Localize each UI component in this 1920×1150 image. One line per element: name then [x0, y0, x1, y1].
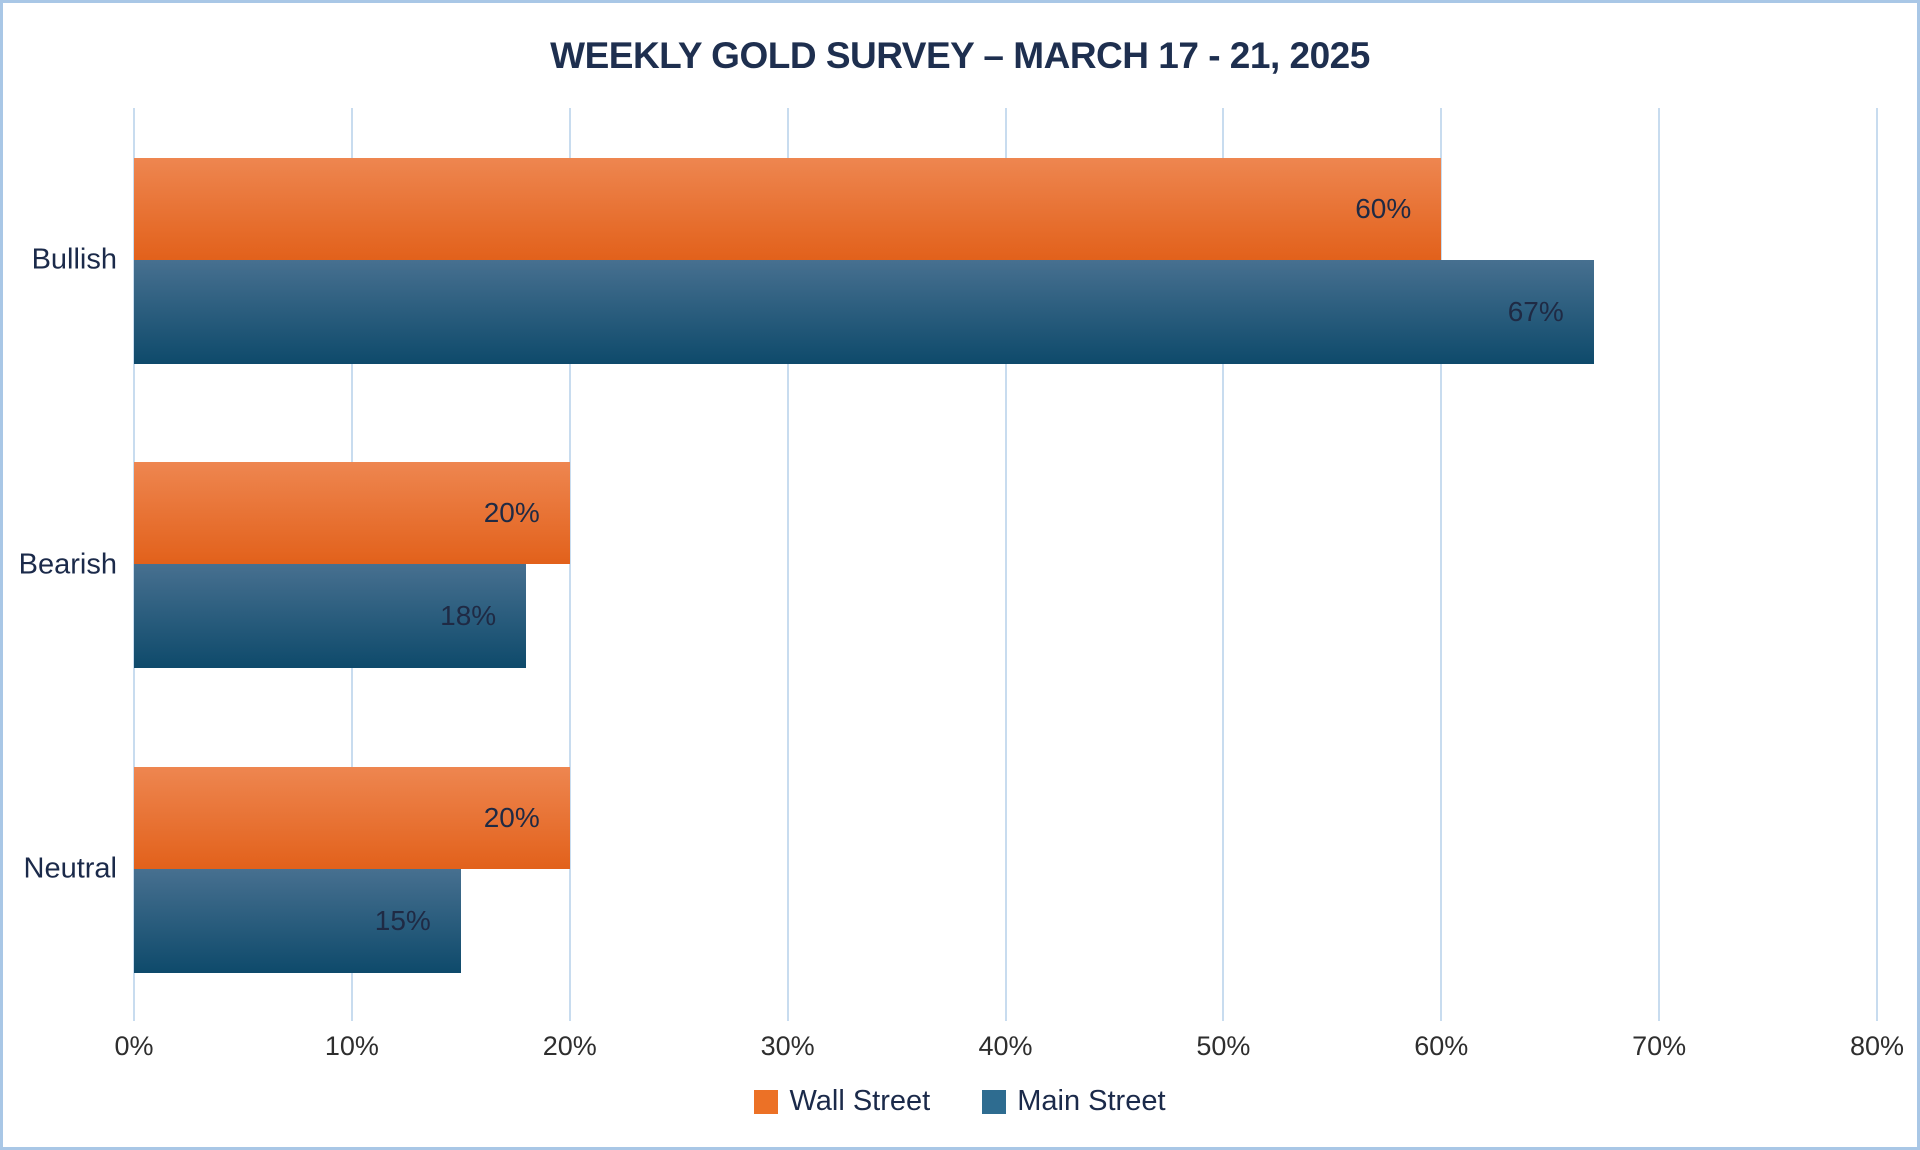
gridline	[568, 108, 571, 1021]
legend-item-main-street: Main Street	[982, 1085, 1166, 1118]
bar-group-bullish: 60% 67%	[134, 108, 1877, 412]
bar-group-neutral: 20% 15%	[134, 717, 1877, 1021]
bar-wall-street-bullish: 60%	[134, 158, 1442, 260]
bar-value-label: 20%	[483, 801, 540, 833]
main-street-swatch-icon	[982, 1089, 1007, 1114]
plot-area: 60% 67% 20% 18% 20% 15%	[133, 108, 1878, 1021]
bar-value-label: 15%	[374, 904, 431, 936]
bar-main-street-bearish: 18%	[134, 564, 527, 669]
x-tick-label: 70%	[1632, 1031, 1687, 1061]
x-tick-label: 0%	[114, 1031, 154, 1061]
bar-value-label: 67%	[1507, 296, 1564, 327]
bar-value-label: 20%	[483, 497, 540, 529]
x-tick-label: 30%	[760, 1031, 815, 1061]
wall-street-swatch-icon	[754, 1089, 779, 1114]
x-tick-label: 60%	[1414, 1031, 1469, 1061]
bar-group-bearish: 20% 18%	[134, 412, 1877, 716]
gridline	[1876, 108, 1878, 1021]
category-label-neutral: Neutral	[23, 852, 118, 885]
legend-item-wall-street: Wall Street	[754, 1085, 930, 1118]
gridline	[786, 108, 789, 1021]
x-tick-label: 80%	[1849, 1031, 1905, 1061]
x-tick-label: 40%	[978, 1031, 1033, 1061]
bar-wall-street-bearish: 20%	[134, 462, 570, 565]
x-tick-label: 50%	[1196, 1031, 1251, 1061]
bar-wall-street-neutral: 20%	[134, 766, 570, 869]
bar-value-label: 60%	[1355, 193, 1412, 224]
gridline	[1440, 108, 1443, 1021]
gridline	[1222, 108, 1225, 1021]
category-label-bullish: Bullish	[31, 243, 117, 276]
legend: Wall Street Main Street	[3, 1085, 1917, 1118]
bar-main-street-bullish: 67%	[134, 260, 1594, 364]
x-tick-label: 20%	[542, 1031, 597, 1061]
category-label-bearish: Bearish	[18, 548, 117, 580]
chart-title: WEEKLY GOLD SURVEY – MARCH 17 - 21, 2025	[550, 35, 1370, 76]
bar-main-street-neutral: 15%	[134, 868, 461, 973]
gridline	[1004, 108, 1007, 1021]
bar-value-label: 18%	[440, 600, 497, 632]
category-labels: Bullish Bearish Neutral	[3, 108, 125, 1021]
legend-label-wall-street: Wall Street	[789, 1085, 931, 1117]
x-tick-label: 10%	[324, 1031, 379, 1061]
gridline	[1658, 108, 1661, 1021]
legend-label-main-street: Main Street	[1017, 1085, 1166, 1117]
x-axis: 0% 10% 20% 30% 40% 50% 60% 70% 80%	[114, 1031, 1904, 1071]
